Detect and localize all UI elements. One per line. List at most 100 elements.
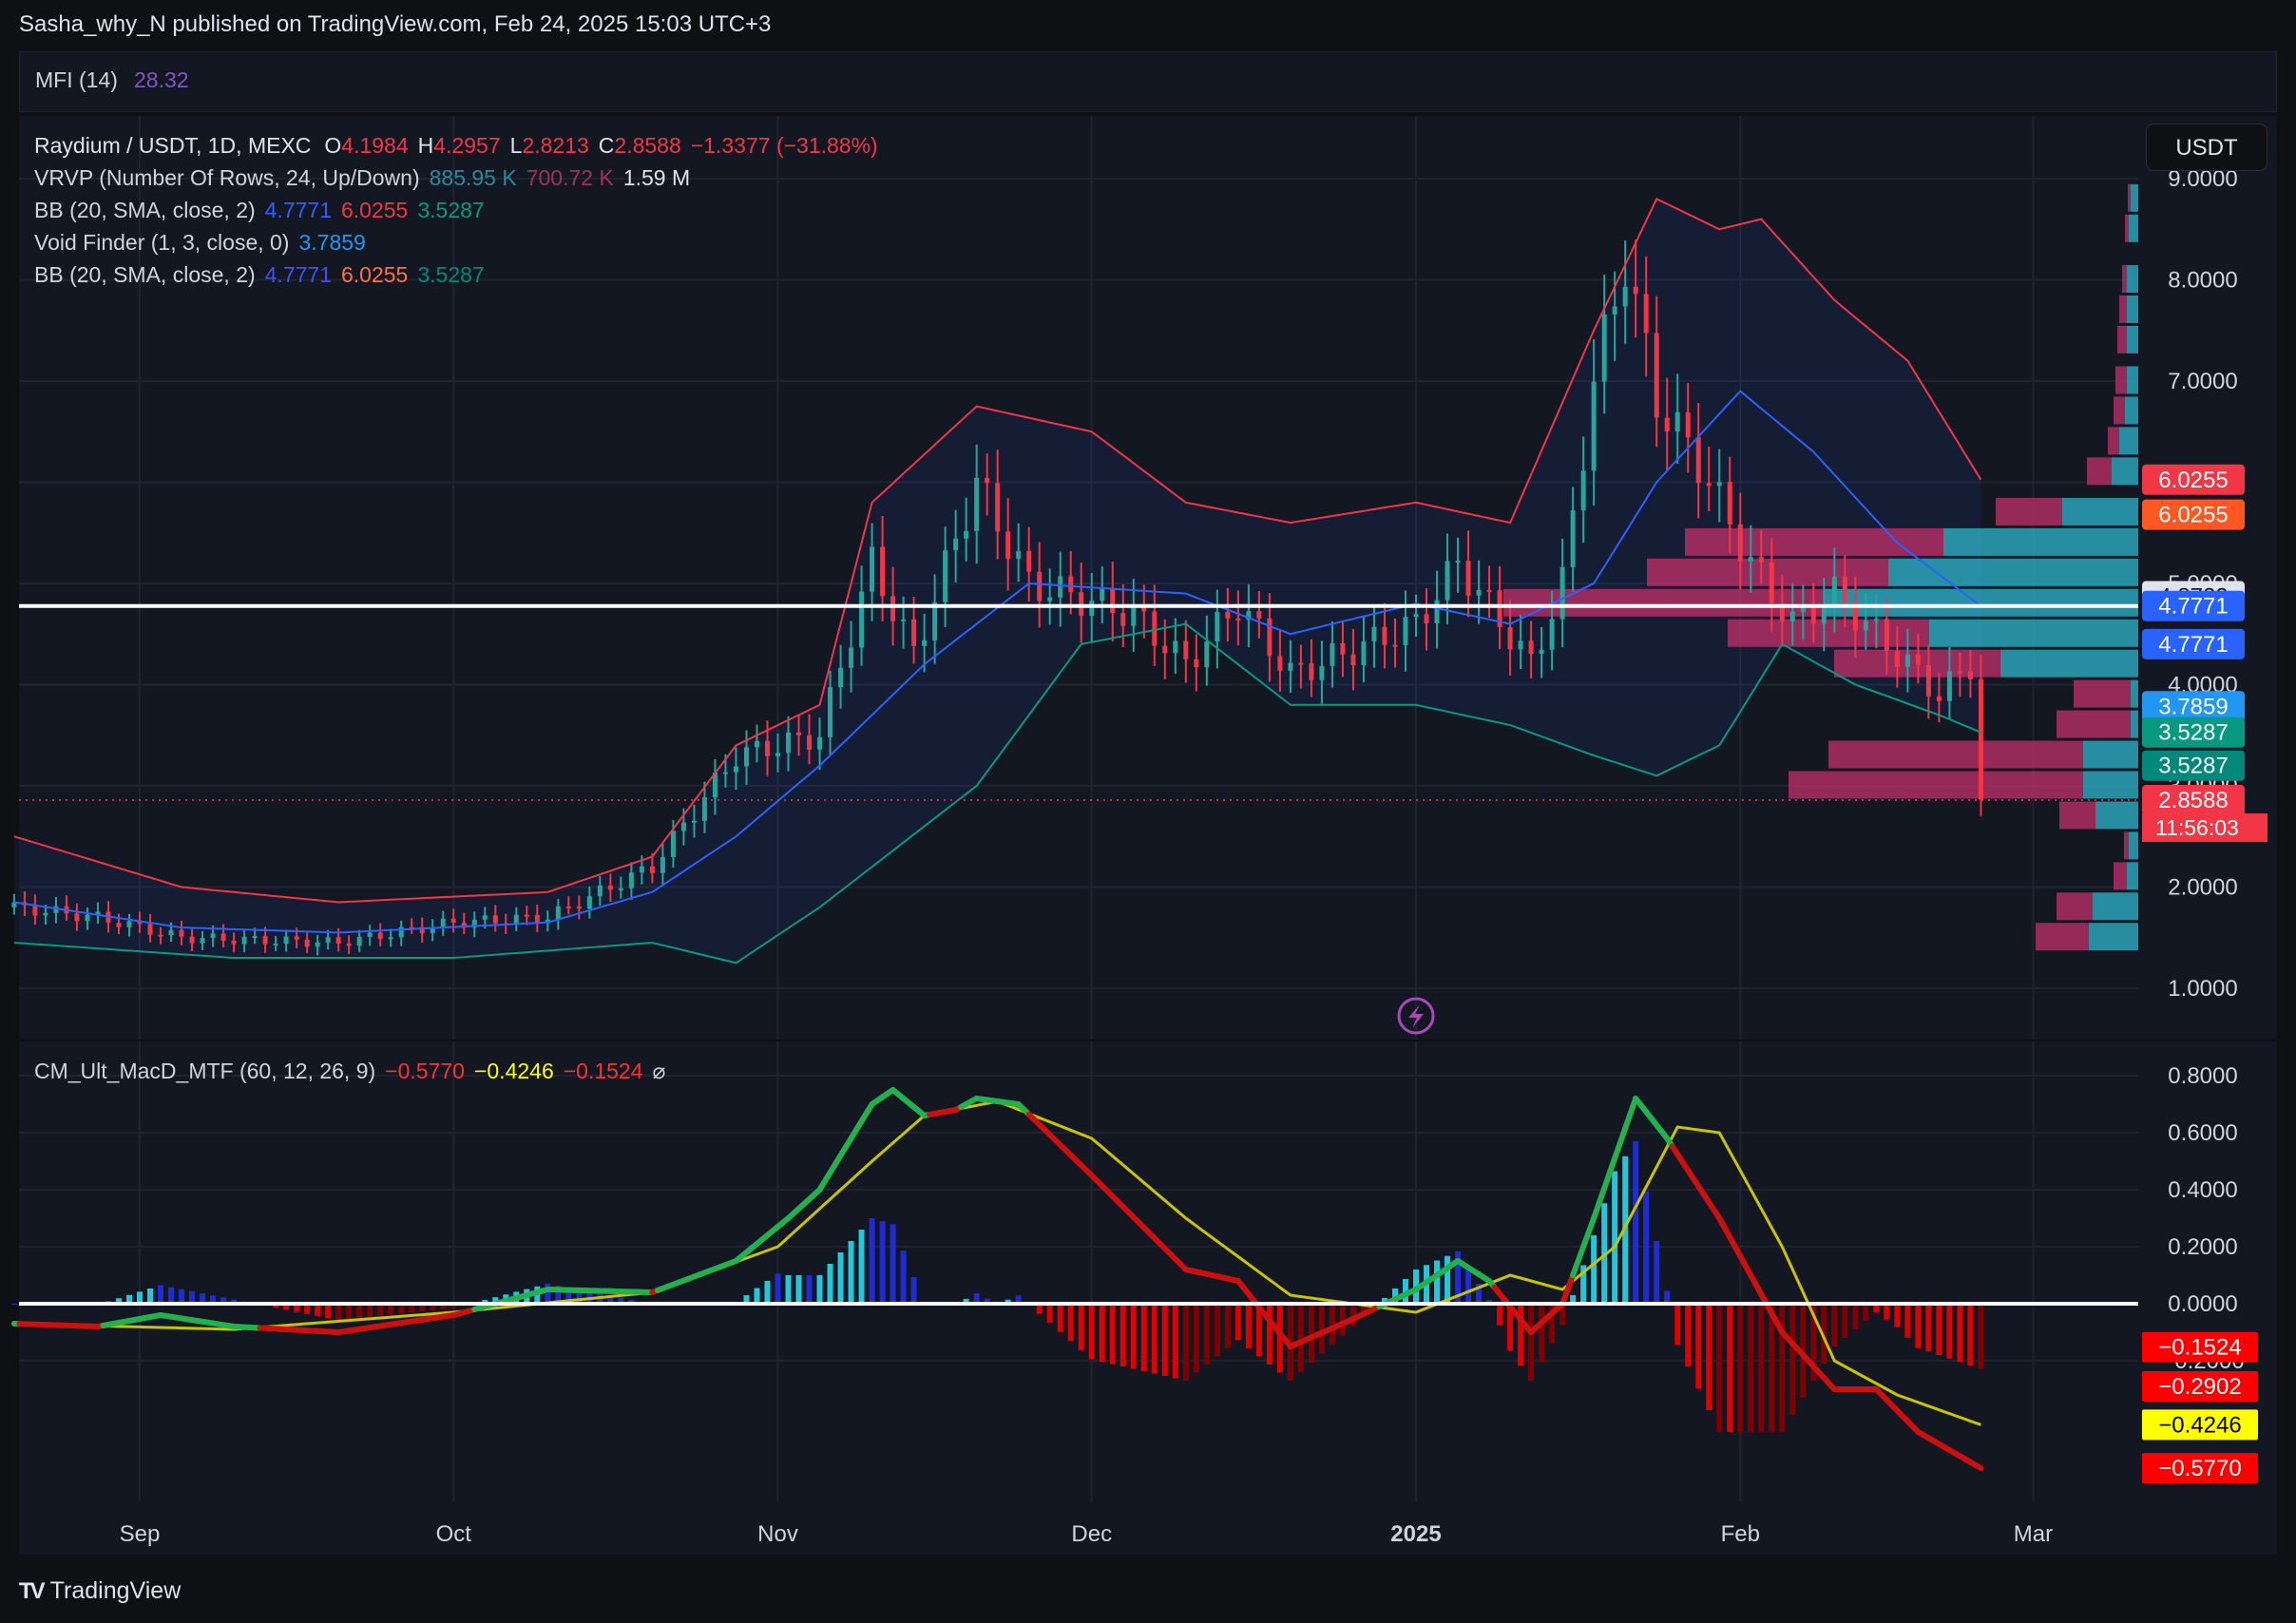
macd-histogram-bar bbox=[545, 1283, 551, 1304]
macd-histogram-bar bbox=[1036, 1304, 1043, 1314]
macd-histogram-bar bbox=[430, 1304, 436, 1310]
candle-body bbox=[1350, 654, 1356, 666]
candle-body bbox=[1204, 641, 1210, 668]
volume-profile-down-bar bbox=[2114, 396, 2125, 425]
candle-body bbox=[555, 906, 561, 920]
macd-histogram-bar bbox=[1873, 1304, 1880, 1312]
macd-histogram-bar bbox=[1863, 1304, 1869, 1321]
candle-body bbox=[597, 885, 603, 897]
macd-histogram-bar bbox=[398, 1304, 405, 1314]
macd-histogram-bar bbox=[179, 1289, 185, 1304]
vrvp-legend[interactable]: VRVP (Number Of Rows, 24, Up/Down) 885.95… bbox=[34, 165, 699, 191]
candle-body bbox=[1340, 643, 1346, 655]
volume-profile-up-bar bbox=[2127, 366, 2138, 394]
macd-histogram-bar bbox=[1255, 1304, 1262, 1357]
bb2-lower: 3.5287 bbox=[417, 262, 485, 287]
macd-histogram-bar bbox=[1831, 1304, 1838, 1346]
volume-profile-up-bar bbox=[2127, 862, 2138, 890]
candle-body bbox=[1403, 617, 1408, 646]
candle-body bbox=[1748, 557, 1753, 563]
candle-body bbox=[1246, 611, 1252, 621]
candle-body bbox=[743, 747, 749, 767]
candle-body bbox=[1392, 644, 1398, 647]
volume-profile-down-bar bbox=[1828, 740, 2083, 769]
candle-body bbox=[828, 687, 833, 737]
candle-body bbox=[1120, 613, 1126, 626]
candle-body bbox=[1194, 659, 1199, 668]
candle-body bbox=[220, 933, 226, 941]
candle-body bbox=[1131, 604, 1137, 626]
macd-legend[interactable]: CM_Ult_MacD_MTF (60, 12, 26, 9) −0.5770 −0… bbox=[34, 1059, 675, 1084]
symbol-legend[interactable]: Raydium / USDT, 1D, MEXC O4.1984 H4.2957 L2… bbox=[34, 133, 888, 159]
currency-button[interactable]: USDT bbox=[2146, 124, 2267, 171]
mfi-pane[interactable]: MFI (14) 28.32 bbox=[19, 51, 2277, 112]
candle-body bbox=[1235, 618, 1241, 621]
macd-histogram-bar bbox=[1769, 1304, 1775, 1432]
candle-body bbox=[262, 936, 268, 945]
high-value: 4.2957 bbox=[433, 133, 501, 158]
volume-profile-down-bar bbox=[2036, 923, 2089, 951]
macd-value-2: −0.4246 bbox=[473, 1059, 554, 1083]
y-tick-label: 2.0000 bbox=[2168, 875, 2237, 901]
macd-histogram-bar bbox=[1946, 1304, 1953, 1359]
volume-profile-down-bar bbox=[2108, 427, 2119, 455]
volume-profile-down-bar bbox=[2117, 325, 2127, 353]
open-label: O bbox=[324, 133, 342, 158]
macd-histogram-bar bbox=[1465, 1268, 1472, 1304]
macd-histogram-bar bbox=[210, 1295, 217, 1304]
macd-histogram-bar bbox=[576, 1289, 583, 1304]
macd-histogram-bar bbox=[764, 1281, 771, 1304]
candle-body bbox=[565, 906, 571, 908]
bb-lower-line bbox=[13, 622, 1981, 964]
macd-histogram-bar bbox=[356, 1304, 363, 1319]
footer: TV TradingView bbox=[19, 1577, 181, 1605]
candle-body bbox=[189, 936, 195, 944]
high-label: H bbox=[417, 133, 434, 158]
candle-body bbox=[1695, 437, 1701, 484]
candle-body bbox=[1047, 597, 1053, 601]
candle-body bbox=[471, 919, 477, 928]
macd-histogram-bar bbox=[450, 1304, 457, 1308]
price-axis-label: 4.7771 bbox=[2158, 632, 2228, 658]
candle-body bbox=[283, 936, 289, 945]
candle-body bbox=[859, 591, 865, 648]
macd-histogram-bar bbox=[1015, 1295, 1022, 1304]
x-tick-label: Nov bbox=[757, 1521, 798, 1547]
candle-body bbox=[775, 753, 780, 756]
macd-histogram-bar bbox=[1349, 1304, 1356, 1327]
macd-histogram-bar bbox=[1004, 1299, 1011, 1304]
macd-y-tick-label: 0.8000 bbox=[2168, 1063, 2237, 1089]
candle-body bbox=[1434, 600, 1440, 623]
x-tick-label: Oct bbox=[436, 1521, 472, 1547]
macd-histogram-bar bbox=[1748, 1304, 1754, 1432]
volume-profile-down-bar bbox=[2087, 457, 2112, 486]
macd-histogram-bar bbox=[1915, 1304, 1922, 1348]
candle-body bbox=[461, 922, 467, 928]
macd-histogram-bar bbox=[377, 1304, 384, 1316]
bb2-legend[interactable]: BB (20, SMA, close, 2) 4.7771 6.0255 3.5287 bbox=[34, 262, 494, 288]
bb1-legend[interactable]: BB (20, SMA, close, 2) 4.7771 6.0255 3.5287 bbox=[34, 198, 494, 223]
macd-histogram-bar bbox=[1570, 1295, 1577, 1304]
volume-profile-up-bar bbox=[2093, 892, 2138, 921]
candle-body bbox=[450, 918, 456, 923]
candle-body bbox=[1831, 576, 1837, 607]
candle-body bbox=[1789, 611, 1795, 621]
macd-histogram-bar bbox=[1884, 1304, 1890, 1320]
volume-profile-down-bar bbox=[2122, 265, 2127, 293]
candle-body bbox=[1497, 590, 1502, 627]
volume-profile-up-bar bbox=[2131, 183, 2138, 212]
macd-histogram-bar bbox=[1518, 1304, 1524, 1366]
candle-body bbox=[576, 906, 582, 909]
price-axis-label: 2.8588 bbox=[2158, 788, 2228, 813]
volume-profile-up-bar bbox=[2131, 710, 2138, 738]
macd-histogram-bar bbox=[346, 1304, 353, 1320]
void-finder-legend[interactable]: Void Finder (1, 3, close, 0) 3.7859 bbox=[34, 230, 375, 256]
macd-histogram-bar bbox=[565, 1288, 572, 1304]
candle-body bbox=[1737, 524, 1743, 563]
bb2-upper: 6.0255 bbox=[341, 262, 409, 287]
volume-profile-up-bar bbox=[2062, 497, 2138, 525]
macd-histogram-bar bbox=[1559, 1304, 1566, 1326]
candle-body bbox=[1570, 510, 1576, 567]
candle-body bbox=[200, 938, 205, 944]
